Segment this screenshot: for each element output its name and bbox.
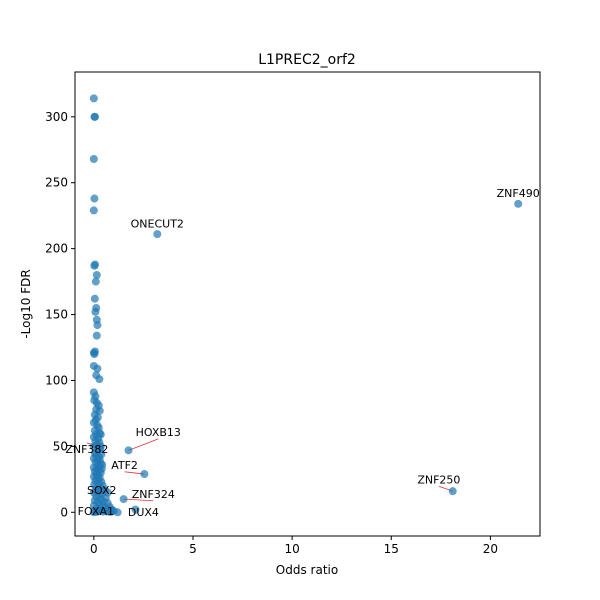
point-label: ZNF324 — [132, 488, 175, 501]
data-point — [98, 507, 107, 516]
data-point — [92, 331, 101, 340]
data-point — [91, 277, 100, 286]
data-point — [107, 506, 116, 515]
x-tick-label: 5 — [189, 542, 197, 556]
point-label: DUX4 — [128, 506, 159, 519]
data-point — [96, 442, 105, 451]
point-label: ONECUT2 — [131, 218, 184, 231]
label-leader-line — [123, 498, 154, 502]
data-point — [89, 155, 98, 163]
point-label: HOXB13 — [136, 426, 181, 439]
y-tick-label: 150 — [45, 308, 68, 322]
data-point — [153, 230, 162, 239]
x-tick-label: 20 — [483, 542, 498, 556]
point-label: FOXA1 — [78, 505, 114, 518]
data-point — [89, 508, 98, 517]
data-point — [119, 495, 128, 504]
y-tick-label: 300 — [45, 110, 68, 124]
y-tick-label: 200 — [45, 242, 68, 256]
data-point — [93, 321, 102, 330]
data-point — [92, 271, 101, 279]
data-point — [90, 294, 99, 303]
chart-title: L1PREC2_orf2 — [258, 52, 356, 68]
data-point — [103, 488, 112, 497]
data-point — [140, 470, 149, 479]
data-point — [91, 112, 100, 121]
point-label: ZNF490 — [497, 187, 540, 200]
data-point — [89, 94, 98, 103]
point-label: SOX2 — [87, 484, 116, 497]
data-point — [93, 364, 102, 373]
point-label: ATF2 — [111, 459, 138, 472]
data-point — [124, 446, 133, 455]
data-point — [90, 350, 99, 359]
x-tick-label: 10 — [284, 542, 299, 556]
data-points — [89, 94, 523, 517]
plot-frame — [74, 71, 541, 537]
data-point — [90, 194, 99, 203]
data-point — [448, 487, 457, 496]
data-point — [89, 206, 98, 215]
label-leader-line — [128, 438, 159, 451]
y-tick-label: 50 — [53, 439, 68, 453]
x-tick-label: 15 — [384, 542, 399, 556]
data-point — [514, 199, 523, 208]
y-tick-label: 250 — [45, 176, 68, 190]
x-tick-label: 0 — [90, 542, 98, 556]
data-point — [95, 375, 104, 384]
y-tick-label: 100 — [45, 373, 68, 387]
point-label: ZNF250 — [417, 473, 460, 486]
data-point — [90, 261, 99, 270]
point-label: ZNF382 — [65, 443, 108, 456]
data-point — [91, 307, 100, 316]
data-point — [131, 505, 140, 514]
y-axis-label: -Log10 FDR — [19, 269, 33, 338]
x-axis-label: Odds ratio — [276, 563, 338, 577]
data-point — [113, 508, 122, 517]
y-tick-label: 0 — [60, 505, 68, 519]
